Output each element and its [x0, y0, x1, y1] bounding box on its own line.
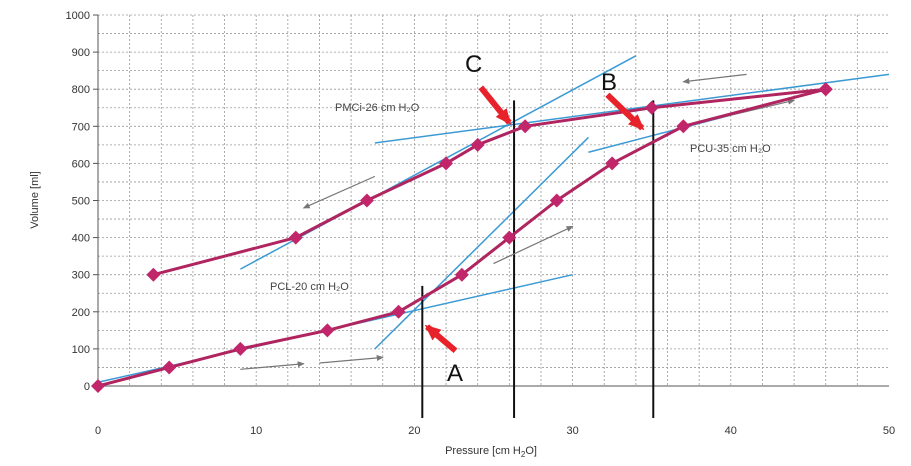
y-tick-label: 1000 [66, 10, 90, 22]
data-point-deflation [470, 137, 485, 152]
axes: 0 100 200 300 400 500 600 700 800 900 1000 0 10 20 30 4… [66, 10, 896, 437]
pointer-arrow [424, 324, 458, 354]
data-point-deflation [359, 193, 374, 208]
tangent-line [374, 136, 589, 350]
y-tick-label: 100 [72, 344, 90, 356]
data-point-inflation [549, 193, 564, 208]
y-tick-label: 900 [72, 47, 90, 59]
x-tick-label: 50 [883, 425, 895, 437]
y-tick-label: 400 [72, 233, 90, 245]
x-tick-label: 40 [725, 425, 737, 437]
flow-arrow [240, 361, 305, 370]
series-line-deflation [153, 87, 826, 277]
y-tick-label: 500 [72, 196, 90, 208]
grid [98, 14, 889, 386]
pointer-arrow [478, 85, 512, 125]
series-group [91, 82, 833, 393]
data-point-inflation [162, 360, 177, 375]
y-tick-label: 800 [72, 84, 90, 96]
y-axis-title: Volume [ml] [29, 171, 41, 228]
data-point-deflation [644, 100, 659, 115]
data-point-deflation [439, 156, 454, 171]
data-point-inflation [233, 341, 248, 356]
data-point-inflation [391, 304, 406, 319]
label-a: A [447, 360, 463, 387]
data-point-deflation [146, 267, 161, 282]
pointer-arrows [424, 85, 645, 354]
flow-arrow [319, 354, 384, 364]
annotation-pcl: PCL-20 cm H₂O [270, 281, 349, 293]
data-point-deflation [818, 82, 833, 97]
label-b: B [601, 69, 617, 96]
flow-arrow [493, 225, 574, 265]
y-tick-label: 0 [84, 381, 90, 393]
x-tick-label: 20 [408, 425, 420, 437]
x-tick-label: 0 [95, 425, 101, 437]
annotation-pmci: PMCi-26 cm H₂O [335, 102, 420, 114]
data-point-deflation [288, 230, 303, 245]
x-tick-label: 10 [250, 425, 262, 437]
label-c: C [465, 51, 482, 78]
x-tick-label: 30 [566, 425, 578, 437]
y-tick-label: 200 [72, 307, 90, 319]
flow-arrow [682, 73, 747, 85]
annotation-pcu: PCU-35 cm H₂O [690, 143, 771, 155]
data-point-inflation [454, 267, 469, 282]
data-point-inflation [502, 230, 517, 245]
y-tick-label: 700 [72, 121, 90, 133]
y-tick-label: 600 [72, 158, 90, 170]
data-point-inflation [676, 119, 691, 134]
data-point-inflation [605, 156, 620, 171]
vertical-lines [421, 100, 655, 418]
pointer-arrow [605, 92, 645, 131]
data-point-inflation [320, 323, 335, 338]
data-point-deflation [518, 119, 533, 134]
tangent-line [374, 73, 890, 144]
flow-arrow [302, 175, 376, 209]
x-axis-title: Pressure [cm H2O] [445, 445, 537, 459]
data-point-inflation [91, 379, 105, 393]
y-tick-label: 300 [72, 270, 90, 282]
